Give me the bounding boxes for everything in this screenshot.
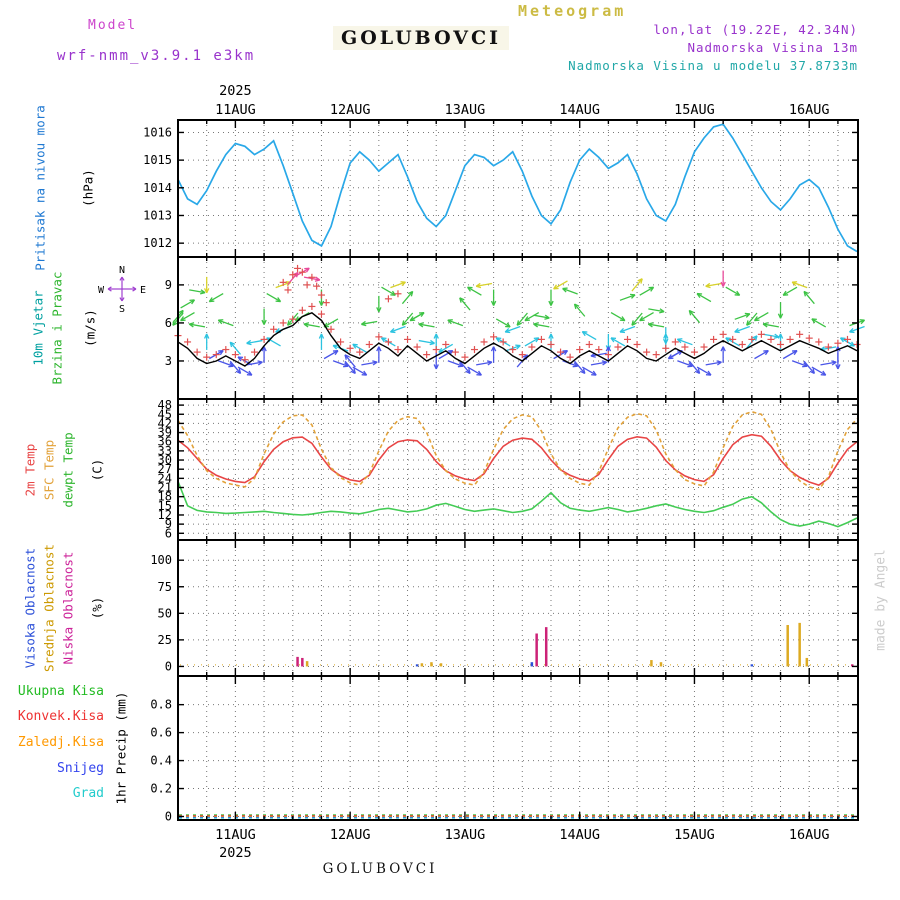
cloud-unit: (%) <box>89 596 105 620</box>
panel-frame-pressure <box>177 119 859 258</box>
lonlat-text: lon,lat (19.22E, 42.34N) <box>653 22 858 37</box>
cloud-mid-label: Srednja Oblacnost <box>41 544 57 672</box>
svg-text:11AUG: 11AUG <box>215 827 256 843</box>
temp-line-0 <box>177 433 858 486</box>
svg-text:33: 33 <box>158 444 172 458</box>
svg-text:14AUG: 14AUG <box>559 102 600 118</box>
svg-text:9: 9 <box>165 278 172 292</box>
svg-text:15: 15 <box>158 499 172 513</box>
model-label: Model <box>88 18 138 33</box>
svg-text:2025: 2025 <box>219 845 252 861</box>
station-footer: GOLUBOVCI <box>322 861 438 877</box>
svg-text:E: E <box>140 285 146 296</box>
svg-text:1014: 1014 <box>143 181 172 195</box>
svg-text:1013: 1013 <box>143 208 172 222</box>
svg-text:3: 3 <box>165 354 172 368</box>
precip-snow-label: Snijeg <box>57 761 104 776</box>
svg-text:30: 30 <box>158 453 172 467</box>
svg-text:13AUG: 13AUG <box>445 102 486 118</box>
svg-text:0: 0 <box>165 810 172 824</box>
station-title: GOLUBOVCI <box>333 26 510 50</box>
svg-text:9: 9 <box>165 517 172 531</box>
cloud-bars-2 <box>296 627 854 667</box>
temp-line-2 <box>177 481 858 528</box>
temp-sfc-label: SFC Temp <box>41 439 57 501</box>
wind-arrows <box>172 267 866 376</box>
svg-text:18: 18 <box>158 490 172 504</box>
compass-legend: N S W E <box>98 265 146 315</box>
svg-text:16AUG: 16AUG <box>789 102 830 118</box>
svg-text:0.2: 0.2 <box>150 782 172 796</box>
svg-text:2025: 2025 <box>219 83 252 99</box>
pressure-line <box>177 123 858 253</box>
svg-text:1016: 1016 <box>143 125 172 139</box>
cloud-bars-0 <box>415 662 754 667</box>
temp-unit: (C) <box>89 458 105 482</box>
model-elevation-text: Nadmorska Visina u modelu 37.8733m <box>568 58 858 73</box>
svg-text:1012: 1012 <box>143 236 172 250</box>
ytick-labels: 1012101310141015101636969121518212427303… <box>143 125 172 823</box>
pressure-unit: (hPa) <box>80 169 96 207</box>
precip-conv-label: Konvek.Kisa <box>17 709 104 724</box>
pressure-ylabel: Pritisak na nivou mora <box>32 105 48 271</box>
wind-unit: (m/s) <box>82 309 98 347</box>
precip-hail-label: Grad <box>72 786 104 801</box>
temp-line-1 <box>177 410 858 491</box>
watermark: made by Angel <box>873 549 889 651</box>
temp-dewpt-label: dewpt Temp <box>60 432 76 508</box>
precip-total-label: Ukupna Kisa <box>17 684 104 699</box>
svg-text:39: 39 <box>158 426 172 440</box>
cloud-high-label: Visoka Oblacnost <box>22 547 38 669</box>
svg-text:15AUG: 15AUG <box>674 102 715 118</box>
precip-unit: 1hr Precip (mm) <box>113 691 129 805</box>
svg-text:6: 6 <box>165 526 172 540</box>
svg-text:13AUG: 13AUG <box>445 827 486 843</box>
svg-text:0.6: 0.6 <box>150 726 172 740</box>
svg-text:0.8: 0.8 <box>150 698 172 712</box>
svg-text:75: 75 <box>158 580 172 594</box>
svg-text:12AUG: 12AUG <box>330 102 371 118</box>
svg-text:0.4: 0.4 <box>150 754 172 768</box>
svg-text:50: 50 <box>158 606 172 620</box>
svg-text:0: 0 <box>165 659 172 673</box>
grid <box>178 120 858 820</box>
wind-gust-markers <box>174 264 861 364</box>
panel-frame-precipitation <box>177 675 859 821</box>
svg-text:11AUG: 11AUG <box>215 102 256 118</box>
svg-text:W: W <box>98 285 105 296</box>
meteogram-title: Meteogram <box>518 2 627 20</box>
svg-text:1015: 1015 <box>143 153 172 167</box>
svg-text:14AUG: 14AUG <box>559 827 600 843</box>
wind-speed-line <box>177 312 858 367</box>
svg-text:12AUG: 12AUG <box>330 827 371 843</box>
svg-text:100: 100 <box>150 553 172 567</box>
svg-text:12: 12 <box>158 508 172 522</box>
svg-text:6: 6 <box>165 316 172 330</box>
model-name: wrf-nmm_v3.9.1 e3km <box>57 48 256 64</box>
axis-ticks <box>178 120 858 820</box>
svg-text:45: 45 <box>158 407 172 421</box>
svg-text:36: 36 <box>158 435 172 449</box>
svg-text:15AUG: 15AUG <box>674 827 715 843</box>
date-labels: 11AUG 11AUG 12AUG 12AUG 13AUG 13AUG 14AUG 14AUG… <box>215 83 829 861</box>
svg-text:48: 48 <box>158 398 172 412</box>
cloud-bars-1 <box>305 622 809 667</box>
temp-2m-label: 2m Temp <box>22 443 38 497</box>
svg-text:25: 25 <box>158 633 172 647</box>
cloud-low-label: Niska Oblacnost <box>60 551 76 665</box>
precip-grid-label: Zaledj.Kisa <box>17 735 104 750</box>
svg-text:16AUG: 16AUG <box>789 827 830 843</box>
svg-text:21: 21 <box>158 481 172 495</box>
svg-text:S: S <box>119 304 125 315</box>
wind-ylabel-1: 10m Vjetar <box>30 290 46 366</box>
svg-text:N: N <box>119 265 125 276</box>
svg-text:42: 42 <box>158 416 172 430</box>
elevation-text: Nadmorska Visina 13m <box>687 40 858 55</box>
svg-text:24: 24 <box>158 471 172 485</box>
svg-text:27: 27 <box>158 462 172 476</box>
wind-ylabel-2: Brzina i Pravac <box>49 271 65 385</box>
